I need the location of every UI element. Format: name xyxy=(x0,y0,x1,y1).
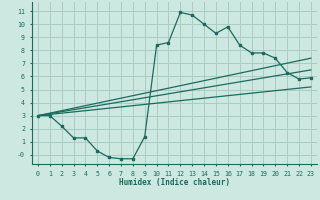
X-axis label: Humidex (Indice chaleur): Humidex (Indice chaleur) xyxy=(119,178,230,187)
